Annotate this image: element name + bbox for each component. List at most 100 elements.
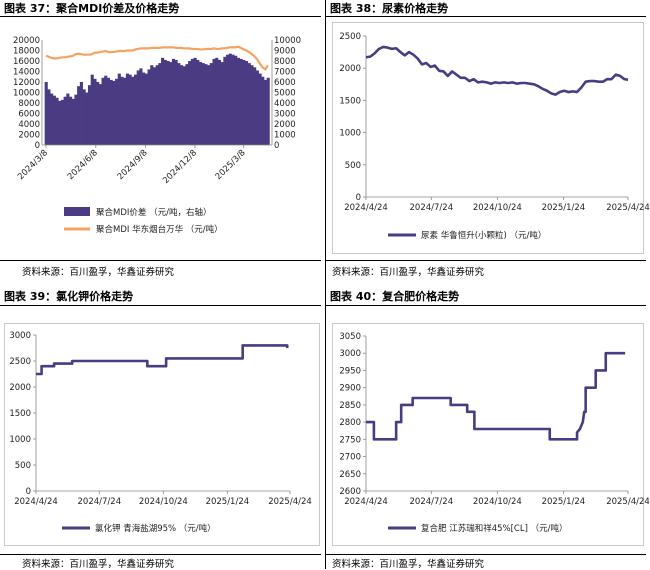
- price-line: [366, 351, 626, 441]
- legend-label: 氯化钾 青海盐湖95% （元/吨）: [95, 523, 216, 534]
- spread-bar: [112, 80, 116, 145]
- spread-bar: [71, 98, 75, 145]
- spread-bar: [263, 79, 268, 145]
- spread-bar: [144, 73, 148, 145]
- spread-bar: [204, 64, 208, 145]
- title-rule: [326, 305, 646, 306]
- chart-frame: [332, 22, 644, 254]
- spread-bar: [133, 74, 138, 145]
- legend-swatch-bar: [64, 207, 90, 216]
- x-tick-label: 2025/4/24: [606, 203, 650, 213]
- y-tick-label: 0: [356, 193, 361, 203]
- spread-bar: [185, 64, 189, 145]
- x-tick-label: 2024/4/24: [344, 203, 388, 213]
- x-tick-label: 2025/4/24: [268, 497, 312, 507]
- y-tick-label-left: 0: [35, 141, 40, 151]
- spread-bar: [180, 65, 184, 145]
- y-tick-label: 2600: [339, 487, 361, 497]
- spread-bar: [136, 70, 140, 145]
- y-tick-label: 500: [345, 161, 361, 171]
- spread-bar: [74, 94, 78, 145]
- chart-source: 资料来源：百川盈孚，华鑫证券研究: [22, 559, 175, 570]
- spread-bar: [106, 77, 111, 145]
- x-tick-label: 2025/1/24: [542, 203, 586, 213]
- chart-panel-compound: 图表 40：复合肥价格走势 2600 2650 2700 2750 2800 2850 29…: [326, 288, 650, 570]
- spread-bar: [120, 76, 124, 145]
- spread-bar: [228, 53, 232, 145]
- spread-bar: [131, 76, 135, 145]
- x-tick-label: 2024/4/24: [14, 497, 58, 507]
- x-tick-label: 2025/3/8: [214, 148, 248, 182]
- spread-bar: [98, 84, 102, 145]
- chart-svg-kcl: 0 500 1000 1500 2000 2500 3000 2024/4/24 2024/7/…: [9, 331, 312, 534]
- y-tick-label: 2950: [339, 366, 361, 376]
- y-tick-label: 2850: [339, 401, 361, 411]
- chart-title: 图表 40：复合肥价格走势: [330, 290, 460, 303]
- spread-bar: [47, 89, 51, 145]
- x-tick-label: 2024/10/24: [473, 203, 522, 213]
- spread-bar: [198, 62, 203, 145]
- chart-panel-urea: 图表 38：尿素价格走势 0 500 1000 1500 2000 2500 2024/4/…: [326, 0, 650, 290]
- price-line: [36, 344, 289, 376]
- spread-bar: [166, 61, 170, 145]
- spread-bar: [139, 68, 143, 145]
- spread-bar: [163, 59, 167, 146]
- spread-bar: [128, 74, 132, 145]
- spread-bar: [96, 82, 100, 145]
- price-line: [365, 45, 629, 96]
- spread-bar: [147, 69, 151, 145]
- y-tick-label-left: 12000: [13, 78, 40, 88]
- spread-bar: [231, 54, 235, 146]
- spread-bar: [85, 92, 89, 145]
- title-rule: [0, 305, 321, 306]
- x-tick-label: 2025/1/24: [542, 497, 586, 507]
- spread-bar: [169, 62, 173, 145]
- chart-svg-mdi: 0200040006000800010000120001400016000180…: [13, 36, 301, 235]
- y-tick-label: 2700: [339, 453, 361, 463]
- x-tick-label: 2025/4/24: [606, 497, 650, 507]
- spread-bar: [77, 86, 81, 145]
- x-tick-label: 2024/12/8: [161, 148, 199, 186]
- spread-bar: [55, 97, 59, 145]
- spread-bar: [152, 67, 157, 145]
- spread-bar: [150, 65, 154, 145]
- y-tick-label-right: 6000: [274, 78, 296, 88]
- y-tick-label-right: 10000: [274, 36, 301, 46]
- chart-title: 图表 37：聚合MDI价差及价格走势: [4, 2, 180, 15]
- x-tick-label: 2024/7/24: [78, 497, 122, 507]
- chart-title: 图表 39：氯化钾价格走势: [4, 290, 134, 303]
- y-tick-label-right: 5000: [274, 89, 296, 99]
- spread-bar: [104, 75, 108, 145]
- y-tick-label: 2800: [339, 418, 361, 428]
- spread-bar: [69, 96, 73, 145]
- y-tick-label: 1500: [9, 409, 31, 419]
- chart-panel-mdi: 图表 37：聚合MDI价差及价格走势 0 2000 4000 6000 8000 1000…: [0, 0, 325, 290]
- y-tick-label: 3000: [9, 331, 31, 341]
- x-tick-label: 2024/4/24: [344, 497, 388, 507]
- x-tick-label: 2024/10/24: [139, 497, 188, 507]
- y-tick-label-right: 3000: [274, 110, 296, 120]
- spread-bar: [250, 65, 254, 145]
- spread-bar: [215, 57, 219, 145]
- spread-bar: [261, 76, 265, 145]
- spread-bar: [158, 63, 162, 145]
- legend-label: 尿素 华鲁恒升(小颗粒) （元/吨）: [421, 230, 546, 241]
- chart-svg-compound: 2600 2650 2700 2750 2800 2850 2900 2950 3000 3050…: [339, 332, 650, 534]
- spread-bar: [66, 93, 70, 145]
- spread-bar: [115, 78, 119, 145]
- y-tick-label: 3000: [339, 349, 361, 359]
- spread-bar: [234, 55, 238, 145]
- spread-bar: [236, 57, 240, 145]
- y-tick-label-left: 6000: [18, 110, 40, 120]
- y-tick-label-left: 18000: [13, 47, 40, 57]
- spread-bar: [93, 78, 97, 145]
- spread-bar: [226, 54, 230, 146]
- spread-bar: [209, 63, 213, 145]
- y-tick-label: 1500: [339, 96, 361, 106]
- column-separator: [325, 0, 326, 569]
- y-tick-label-right: 9000: [274, 47, 296, 57]
- y-tick-label: 500: [15, 461, 31, 471]
- spread-bar: [239, 58, 243, 145]
- spread-bar: [247, 63, 251, 145]
- spread-bar: [266, 77, 270, 145]
